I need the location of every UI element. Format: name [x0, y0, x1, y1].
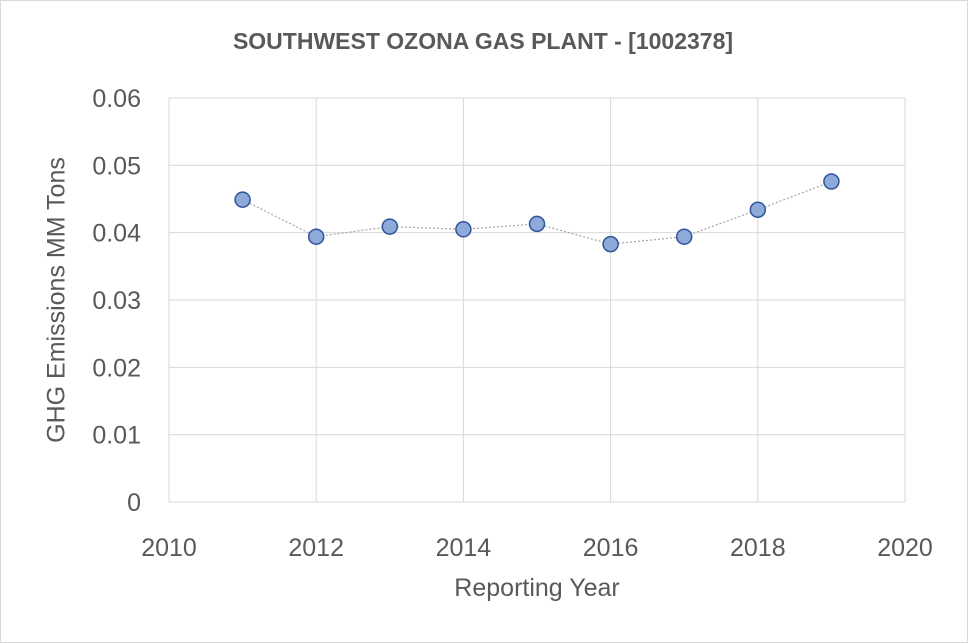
data-point — [528, 215, 546, 233]
x-tick-label: 2014 — [436, 534, 492, 562]
data-point — [823, 173, 840, 190]
x-axis-label: Reporting Year — [454, 574, 620, 602]
data-point — [307, 228, 325, 245]
series-line — [242, 180, 832, 245]
y-tick-label: 0.05 — [92, 152, 141, 180]
chart-title: SOUTHWEST OZONA GAS PLANT - [1002378] — [232, 28, 734, 54]
data-point — [455, 221, 472, 238]
y-tick-label: 0 — [127, 489, 141, 517]
data-point — [675, 228, 693, 245]
y-tick-label: 0.04 — [92, 220, 141, 248]
y-tick-label: 0.02 — [92, 354, 141, 382]
data-point — [234, 191, 251, 208]
y-tick-label: 0.01 — [92, 422, 141, 450]
x-tick-label: 2020 — [877, 534, 933, 562]
x-tick-label: 2012 — [288, 534, 344, 562]
y-tick-label: 0.03 — [92, 287, 141, 315]
x-tick-label: 2016 — [583, 534, 639, 562]
x-tick-label: 2010 — [141, 534, 197, 562]
data-point — [602, 235, 619, 253]
y-tick-label: 0.06 — [92, 85, 141, 113]
x-tick-label: 2018 — [730, 534, 786, 562]
data-point — [381, 218, 399, 235]
data-point — [749, 201, 767, 219]
